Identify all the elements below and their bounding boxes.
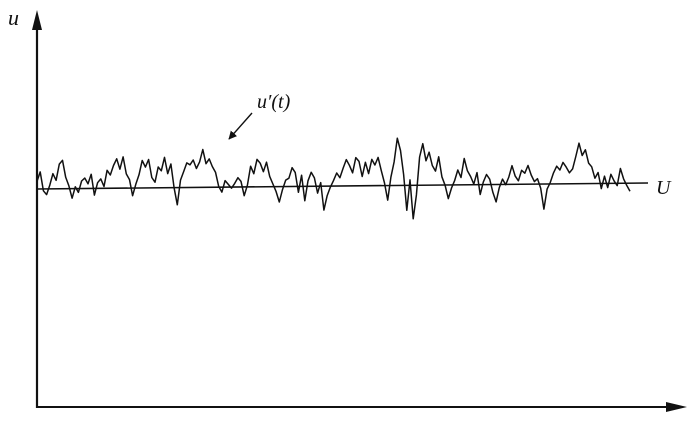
- y-axis-arrowhead: [32, 10, 42, 30]
- y-axis: [32, 10, 42, 408]
- mean-velocity-label: U: [656, 177, 672, 199]
- y-axis-label: u: [8, 5, 19, 30]
- x-axis-arrowhead: [666, 402, 687, 412]
- fluctuation-label: u′(t): [257, 91, 291, 113]
- mean-velocity-line: [36, 182, 649, 190]
- x-axis: [36, 402, 687, 412]
- velocity-fluctuation-trace: [36, 137, 631, 220]
- fluctuation-pointer-arrow: [228, 112, 253, 140]
